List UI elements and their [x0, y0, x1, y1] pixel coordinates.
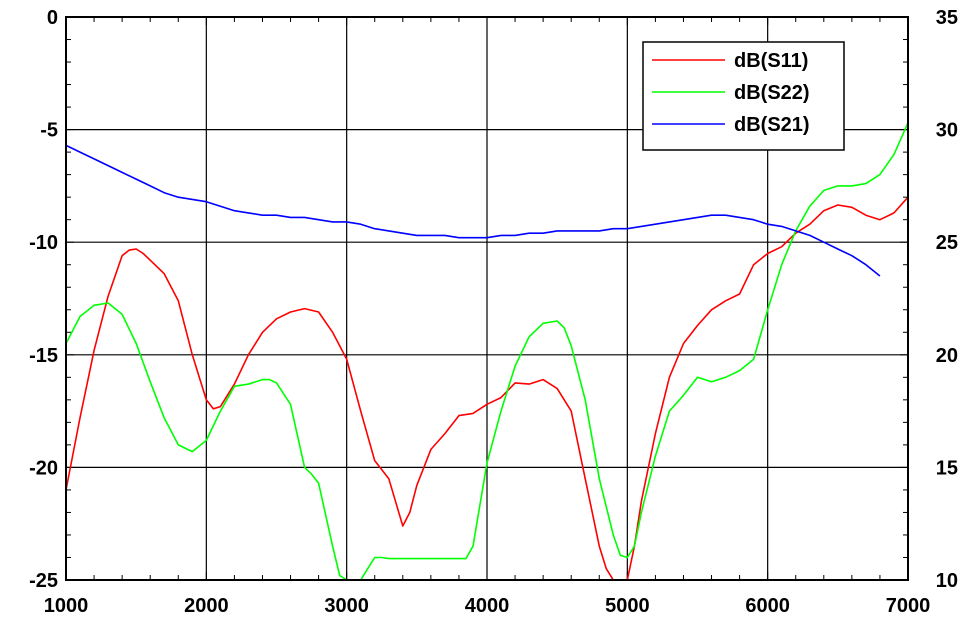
x-tick-label: 4000: [465, 595, 510, 617]
x-tick-labels: 1000 2000 3000 4000 5000 6000 7000: [44, 595, 931, 617]
y2-tick-labels: 35 30 25 20 15 10: [936, 7, 958, 592]
plot-frame: [65, 16, 909, 581]
legend-label: dB(S22): [734, 82, 810, 104]
y-tick-labels: 0 -5 -10 -15 -20 -25: [29, 7, 58, 592]
y-tick-label: -20: [29, 457, 58, 479]
y-tick-label: 0: [47, 7, 58, 29]
y2-tick-label: 20: [936, 345, 958, 367]
y2-tick-label: 35: [936, 7, 958, 29]
series-line-db-s21: [66, 144, 881, 277]
legend: dB(S11) dB(S22) dB(S21): [642, 41, 845, 151]
y2-tick-label: 10: [936, 570, 958, 592]
y-tick-label: -25: [29, 570, 58, 592]
x-tick-label: 3000: [324, 595, 369, 617]
x-tick-label: 1000: [44, 595, 89, 617]
y-tick-label: -10: [29, 232, 58, 254]
y-tick-label: -5: [40, 120, 58, 142]
x-tick-label: 6000: [745, 595, 790, 617]
series-layer: [66, 122, 908, 580]
y2-tick-label: 25: [936, 232, 958, 254]
x-tick-label: 5000: [605, 595, 650, 617]
y2-tick-label: 30: [936, 120, 958, 142]
series-line-db-s11: [66, 196, 908, 580]
legend-label: dB(S11): [734, 50, 808, 72]
x-tick-label: 2000: [184, 595, 229, 617]
y-tick-label: -15: [29, 345, 58, 367]
x-tick-label: 7000: [886, 595, 931, 617]
y2-tick-label: 15: [936, 457, 958, 479]
legend-label: dB(S21): [734, 114, 810, 136]
series-line-db-s22: [66, 122, 908, 580]
